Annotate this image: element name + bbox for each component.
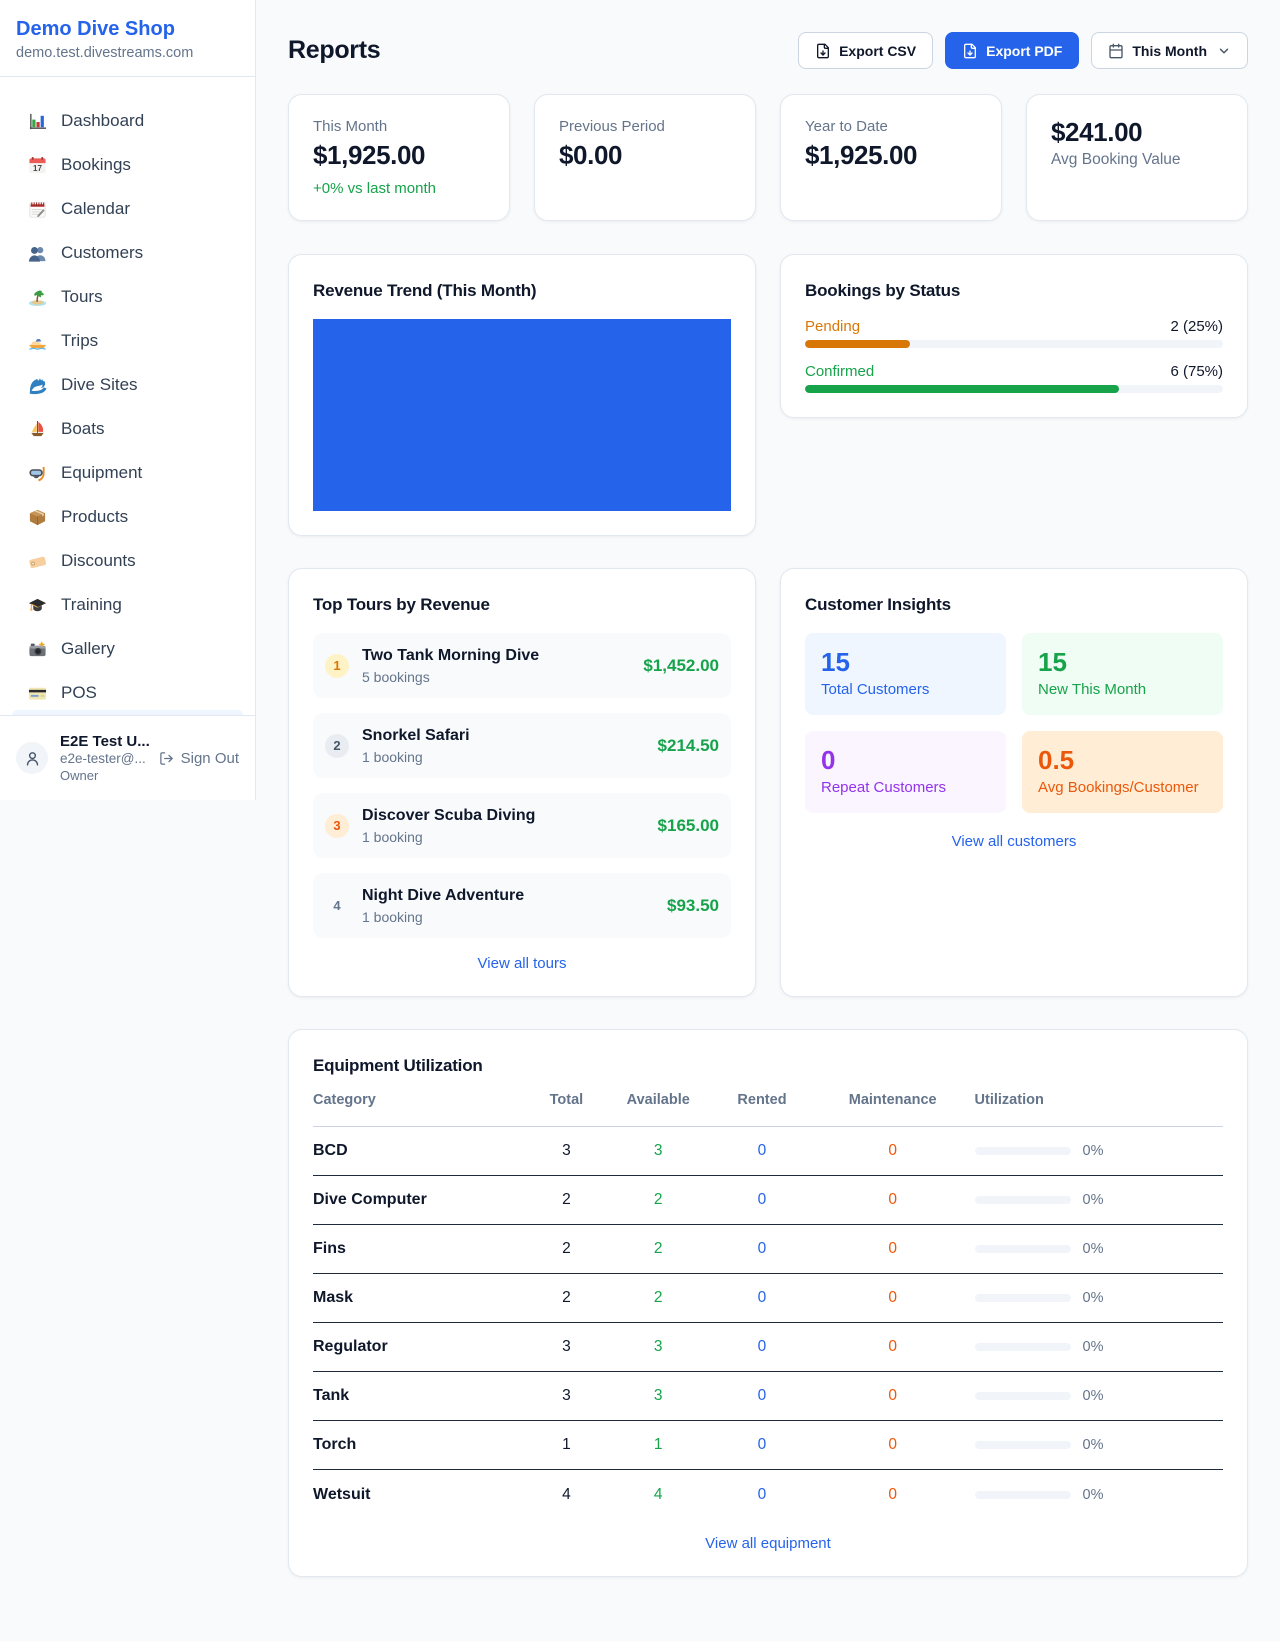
- svg-text:17: 17: [33, 164, 42, 173]
